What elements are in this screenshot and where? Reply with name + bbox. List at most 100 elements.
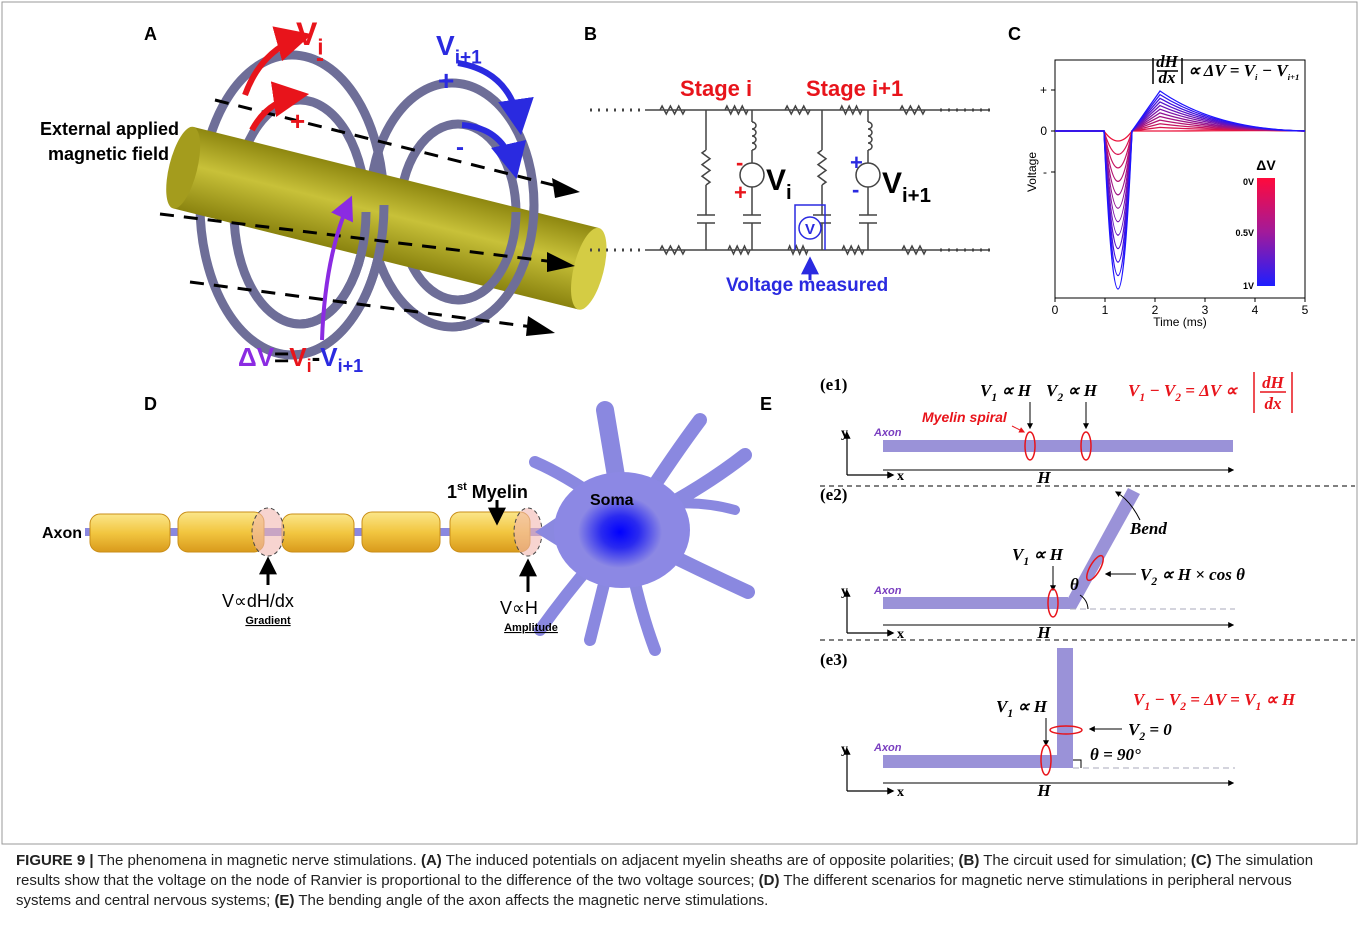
label: V1 ∝ H — [996, 697, 1048, 720]
label: y — [841, 584, 848, 599]
label: Axon — [42, 525, 82, 542]
caption-text: The bending angle of the axon affects th… — [294, 892, 768, 909]
label: Vi — [766, 164, 792, 204]
label: i+1 — [338, 356, 364, 376]
label: C — [1008, 24, 1021, 44]
label: V1 ∝ H — [1012, 545, 1064, 568]
label-part: − V — [1257, 61, 1289, 80]
label-part: i+1 — [1288, 72, 1300, 82]
label: - — [316, 45, 324, 72]
label: 5 — [1302, 303, 1309, 317]
label: Voltage — [1025, 152, 1039, 192]
label: A — [144, 24, 157, 44]
shape — [362, 512, 440, 552]
shape — [178, 512, 264, 552]
caption-label: (C) — [1191, 852, 1212, 869]
shape — [1073, 760, 1081, 768]
caption-text: The induced potentials on adjacent myeli… — [442, 852, 959, 869]
caption-text: The phenomena in magnetic nerve stimulat… — [94, 852, 421, 869]
shape — [90, 512, 530, 552]
label: Bend — [1129, 519, 1167, 538]
label: + — [1040, 83, 1047, 97]
label: x — [897, 469, 904, 484]
label: y — [841, 426, 848, 441]
label: E — [760, 394, 772, 414]
caption-text: The circuit used for simulation; — [979, 852, 1190, 869]
label: x — [897, 785, 904, 800]
label: - — [852, 177, 859, 202]
label: Vi+1 — [882, 167, 931, 207]
label-part: V — [882, 167, 902, 200]
label: External applied — [40, 119, 179, 139]
label: V — [320, 342, 338, 372]
label: V1 − V2 = ΔV ∝ — [1128, 381, 1238, 404]
label: B — [584, 24, 597, 44]
label-part: V — [296, 16, 318, 52]
label: - — [736, 150, 743, 175]
label-part: ∝ H — [997, 381, 1032, 400]
label-part: ∝ ΔV = V — [1188, 61, 1257, 80]
label: dx — [1265, 394, 1283, 413]
label-part: = ΔV ∝ — [1181, 381, 1238, 400]
label-part: ∝ H × cos θ — [1157, 565, 1245, 584]
label: (e1) — [820, 375, 847, 394]
label: ∝ ΔV = Vi − Vi+1 — [1188, 61, 1299, 82]
label: st — [457, 481, 467, 493]
caption-label: FIGURE 9 | — [16, 852, 94, 869]
caption-label: (E) — [274, 892, 294, 909]
shape — [1057, 648, 1073, 768]
shape — [883, 755, 1073, 768]
label: (e3) — [820, 650, 847, 669]
label: Axon — [873, 585, 902, 597]
label: H — [1036, 623, 1051, 642]
label: V∝dH/dx — [222, 591, 294, 611]
label: (e2) — [820, 485, 847, 504]
label: Stage i+1 — [806, 76, 903, 101]
delta-v-equation: ΔV=Vi-Vi+1 — [238, 342, 363, 376]
label: Time (ms) — [1153, 315, 1207, 329]
label-part: ∝ H — [1261, 690, 1296, 709]
label: V2 ∝ H × cos θ — [1140, 565, 1245, 588]
label: + — [734, 180, 747, 205]
shape — [90, 514, 170, 552]
caption-label: (B) — [959, 852, 980, 869]
shape — [282, 514, 354, 552]
label-part: ∝ H — [1063, 381, 1098, 400]
label: + — [290, 106, 305, 136]
caption-label: (D) — [759, 872, 780, 889]
label: V∝H — [500, 598, 538, 618]
curve — [1055, 131, 1305, 141]
label: H — [1036, 468, 1051, 487]
label: V2 = 0 — [1128, 720, 1172, 743]
shape — [552, 178, 580, 198]
label-part: i — [786, 182, 792, 204]
label: Axon — [873, 427, 902, 439]
label: dH — [1262, 373, 1285, 392]
label: D — [144, 394, 157, 414]
label: Voltage measured — [726, 275, 888, 296]
label: θ = 90° — [1090, 745, 1141, 764]
shape: ΔV=Vi-Vi+1 — [159, 36, 613, 376]
colorbar — [1257, 178, 1275, 286]
label: dx — [1159, 68, 1177, 87]
shape: 1stMyelin — [85, 410, 748, 650]
label-part: V — [436, 30, 455, 61]
label: Gradient — [245, 615, 291, 627]
label-part: = 0 — [1145, 720, 1172, 739]
label: 0V — [1243, 177, 1254, 187]
label: ΔV — [238, 342, 275, 372]
label-part: V — [766, 164, 786, 197]
shape — [883, 440, 1233, 452]
shape — [590, 110, 990, 250]
label: = — [274, 342, 289, 372]
label: 1 — [447, 482, 457, 502]
label: + — [438, 65, 454, 96]
shape — [883, 597, 1068, 609]
label-part: = ΔV = V — [1186, 690, 1257, 709]
label: Stage i — [680, 76, 752, 101]
figure: ΔV=Vi-Vi+1 1stMyelin AExternal appliedma… — [0, 0, 1360, 848]
label-part: ∝ H — [1013, 697, 1048, 716]
label: 1 — [1102, 303, 1109, 317]
label: - — [312, 342, 321, 372]
